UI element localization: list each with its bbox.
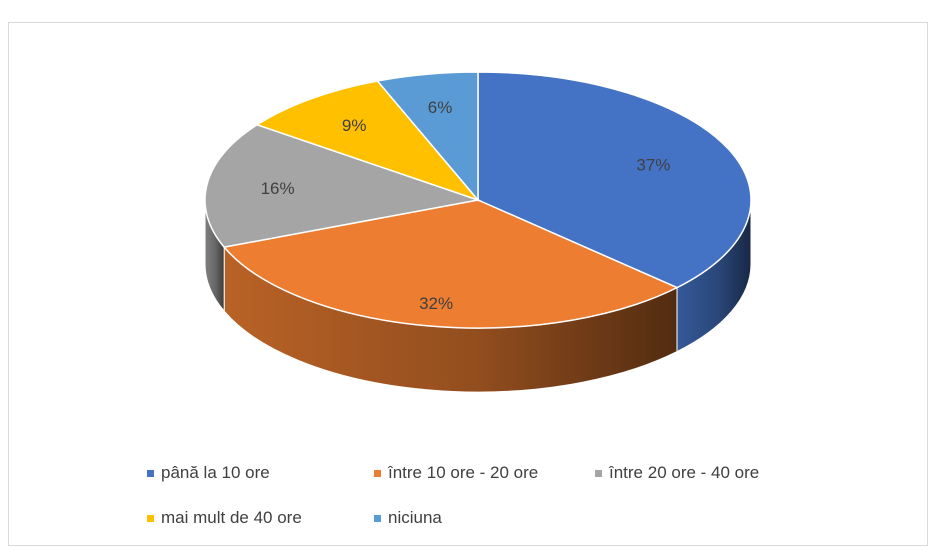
legend-label-3: mai mult de 40 ore bbox=[161, 508, 302, 527]
chart-frame: 37% 32% 16% 9% 6% până la 10 ore între 10 or… bbox=[8, 22, 928, 546]
pie-chart: 37% 32% 16% 9% 6% bbox=[204, 71, 752, 393]
data-label-2: 16% bbox=[261, 179, 295, 198]
pie-slice-3 bbox=[255, 80, 481, 202]
legend-label-1: între 10 ore - 20 ore bbox=[388, 463, 539, 482]
legend-label-0: până la 10 ore bbox=[161, 463, 270, 482]
pie-top-faces bbox=[204, 71, 752, 329]
data-label-1: 32% bbox=[419, 294, 453, 313]
legend-item-4: niciuna bbox=[374, 508, 442, 528]
legend-label-2: între 20 ore - 40 ore bbox=[609, 463, 760, 482]
pie-side-walls bbox=[204, 199, 752, 393]
legend-item-2: între 20 ore - 40 ore bbox=[595, 463, 759, 483]
pie-slice-1 bbox=[222, 199, 679, 329]
pie-slice-2 bbox=[204, 123, 481, 248]
data-label-0: 37% bbox=[636, 155, 670, 174]
legend-swatch-1 bbox=[374, 469, 381, 477]
pie-data-labels: 37% 32% 16% 9% 6% bbox=[261, 98, 671, 313]
legend-item-0: până la 10 ore bbox=[147, 463, 270, 483]
legend-swatch-3 bbox=[147, 514, 154, 522]
legend-item-3: mai mult de 40 ore bbox=[147, 508, 302, 528]
legend-item-1: între 10 ore - 20 ore bbox=[374, 463, 538, 483]
pie-slice-0 bbox=[477, 71, 752, 289]
data-label-4: 6% bbox=[428, 98, 453, 117]
pie-slice-4 bbox=[376, 71, 479, 203]
data-label-3: 9% bbox=[342, 116, 367, 135]
legend-swatch-4 bbox=[374, 514, 381, 522]
legend-swatch-2 bbox=[595, 469, 602, 477]
legend-label-4: niciuna bbox=[388, 508, 442, 527]
legend-swatch-0 bbox=[147, 469, 154, 477]
